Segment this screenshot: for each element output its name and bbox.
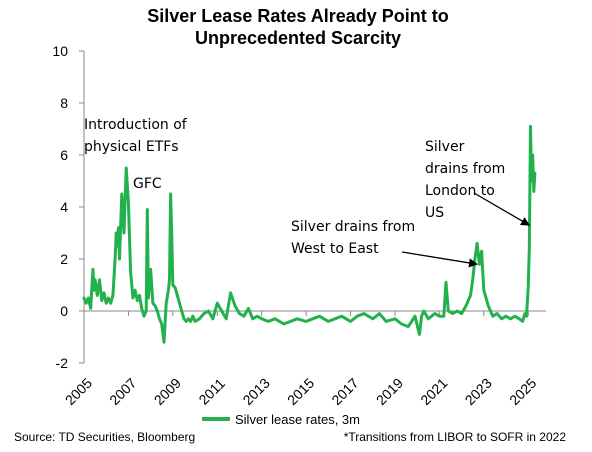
y-tick-label: 8: [60, 95, 68, 111]
annotations: Introduction of physical ETFs GFC Silver dr…: [84, 117, 531, 268]
chart-title: Silver Lease Rates Already Point toUnpre…: [147, 6, 448, 48]
annotation-4-line-1: Silver: [425, 139, 465, 155]
legend: Silver lease rates, 3m: [202, 412, 360, 427]
y-tick-label: 10: [52, 43, 68, 59]
annotation-3-line-1: Silver drains from: [291, 219, 415, 235]
annotation-3-line-2: West to East: [291, 241, 379, 257]
y-axis: -2 0 2 4 6 8 10: [52, 43, 85, 371]
legend-label: Silver lease rates, 3m: [235, 412, 360, 427]
footnote: *Transitions from LIBOR to SOFR in 2022: [344, 430, 567, 444]
series-line-1: [82, 124, 537, 344]
annotation-2-line-1: GFC: [133, 176, 162, 192]
annotation-arrow-4: [473, 192, 531, 226]
annotation-arrow-3: [401, 251, 479, 268]
annotation-4-line-2: drains from: [425, 161, 505, 177]
y-tick-label: -2: [56, 355, 69, 371]
annotation-4-line-4: US: [425, 205, 444, 221]
annotation-4-line-3: London to: [425, 183, 495, 199]
y-tick-label: 4: [60, 199, 68, 215]
y-tick-label: 6: [60, 147, 68, 163]
source-note: Source: TD Securities, Bloomberg: [14, 430, 195, 444]
y-tick-label: 2: [60, 251, 68, 267]
title-line-1: Silver Lease Rates Already Point to: [147, 6, 448, 26]
footer: Source: TD Securities, Bloomberg *Transi…: [14, 430, 566, 444]
annotation-1-line-2: physical ETFs: [84, 139, 179, 155]
annotation-1-line-1: Introduction of: [84, 117, 188, 133]
series-layer: [82, 124, 537, 344]
title-line-2: Unprecedented Scarcity: [195, 28, 401, 48]
y-tick-label: 0: [60, 303, 68, 319]
